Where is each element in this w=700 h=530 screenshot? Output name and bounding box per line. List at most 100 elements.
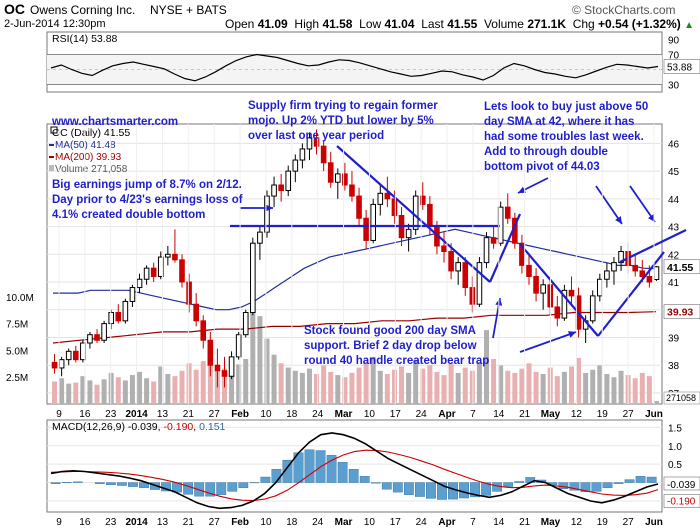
low-value: 41.04 <box>384 17 415 31</box>
buy-line-5: bottom pivot of 44.03 <box>484 161 600 173</box>
candle-body <box>122 300 129 322</box>
candle-body <box>157 256 164 277</box>
price-x-tick-label: Jun <box>645 409 663 420</box>
buy-line-2: day SMA at 42, where it has <box>484 116 635 128</box>
candle-body <box>235 334 242 358</box>
uptrend-extension-line <box>619 229 687 263</box>
macd-x-tick-label: 13 <box>157 517 169 528</box>
candle-body <box>611 262 617 272</box>
candle-body <box>646 275 653 283</box>
macd-histogram-bar <box>370 482 381 484</box>
volume-bar <box>391 369 397 404</box>
volume-bar <box>257 316 263 404</box>
buy-arrow-icon-3-head <box>648 214 655 222</box>
volume-bar <box>498 365 504 404</box>
volume-bar <box>94 384 100 404</box>
candle-body <box>285 170 292 192</box>
candle-body <box>653 266 660 281</box>
candle-body <box>306 137 313 150</box>
price-y-tick-label: 39 <box>668 333 680 344</box>
price-x-tick-label: 27 <box>623 409 635 420</box>
volume-bar <box>597 365 603 404</box>
macd-histogram-bar <box>139 482 149 488</box>
volume-bar <box>349 372 355 404</box>
chart-date: 2-Jun-2014 12:30pm <box>4 18 106 30</box>
macd-x-tick-label: 19 <box>597 517 609 528</box>
last-value: 41.55 <box>447 17 478 31</box>
price-x-tick-label: 17 <box>390 409 402 420</box>
candle-body <box>490 237 497 244</box>
candle-body <box>639 270 646 277</box>
volume-bar <box>653 401 659 404</box>
volume-axis-label: 7.5M <box>6 320 28 331</box>
macd-tag-bg <box>663 476 700 491</box>
buy-arrow-icon-2 <box>595 185 623 225</box>
volume-bar <box>73 382 79 404</box>
macd-x-tick-label: Apr <box>438 517 455 528</box>
macd-histogram-bar <box>238 482 249 488</box>
candle-body <box>441 245 447 253</box>
candle-body <box>101 323 107 341</box>
volume-bar <box>80 376 86 404</box>
macd-x-tick-label: 16 <box>79 517 91 528</box>
earnings-annotation: Big earnings jump of 8.7% on 2/12. Day p… <box>52 178 243 223</box>
candle-body <box>94 334 100 341</box>
earnings-arrow-icon-head <box>265 204 273 212</box>
candle-body <box>462 262 469 289</box>
buy-line-4: Add to through double <box>484 146 608 158</box>
price-x-tick-label: 10 <box>260 409 272 420</box>
candle-body <box>356 195 362 219</box>
volume-bar <box>462 367 468 404</box>
rsi-line <box>50 53 659 82</box>
volume-bar <box>484 330 490 404</box>
rsi-y-tick-label: 90 <box>668 36 680 47</box>
candle-body <box>533 275 539 294</box>
volume-label: Volume <box>483 17 524 31</box>
macd-x-tick-label: Feb <box>231 517 249 528</box>
volume-bar <box>101 379 107 404</box>
candle-body <box>278 184 284 192</box>
macd-histogram-bar <box>105 482 116 485</box>
candle-body <box>193 303 199 322</box>
volume-bar <box>576 357 582 404</box>
price-x-tick-label: 24 <box>416 409 428 420</box>
volume-bar <box>306 368 312 404</box>
candle-body <box>568 289 575 297</box>
candle-body <box>483 237 490 264</box>
volume-bar <box>236 364 242 404</box>
price-x-tick-label: May <box>541 409 561 420</box>
candle-body <box>589 295 596 322</box>
volume-bar <box>604 374 610 404</box>
ma50-legend: MA(50) 41.48 <box>55 140 116 151</box>
macd-histogram-bar <box>569 482 580 491</box>
volume-bar <box>321 365 327 404</box>
macd-panel <box>46 419 663 513</box>
supply-line-2: mojo. Up 2% YTD but lower by 5% <box>248 115 434 127</box>
support-line-1: Stock found good 200 day SMA <box>304 325 476 337</box>
high-label: High <box>294 17 320 31</box>
volume-value: 271.1K <box>527 17 567 31</box>
macd-histogram-bar <box>359 476 370 483</box>
price-x-tick-label: 2014 <box>125 409 148 420</box>
volume-bar <box>264 338 270 404</box>
price-y-tick-label: 42 <box>668 250 680 261</box>
volume-axis-label: 10.0M <box>6 293 34 304</box>
macd-histogram-bar <box>205 482 216 497</box>
macd-histogram-bar <box>591 482 602 492</box>
candle-body <box>250 242 256 314</box>
macd-histogram-bar <box>337 462 348 483</box>
candle-body <box>469 287 476 305</box>
candle-body <box>200 320 207 341</box>
macd-x-tick-label: Jun <box>645 517 663 528</box>
price-x-tick-label: 12 <box>571 409 583 420</box>
support-annotation: Stock found good 200 day SMA support. Br… <box>304 324 489 369</box>
volume-bar <box>151 381 157 404</box>
macd-histogram-bar <box>602 482 613 488</box>
macd-histogram-bar <box>326 455 337 483</box>
buy-arrow-icon-3 <box>629 185 656 223</box>
price-x-tick-label: 16 <box>79 409 91 420</box>
candle-body <box>561 289 568 319</box>
ma50-line <box>53 228 657 311</box>
buy-line-1: Lets look to buy just above 50 <box>484 101 649 113</box>
volume-bar <box>561 371 567 404</box>
